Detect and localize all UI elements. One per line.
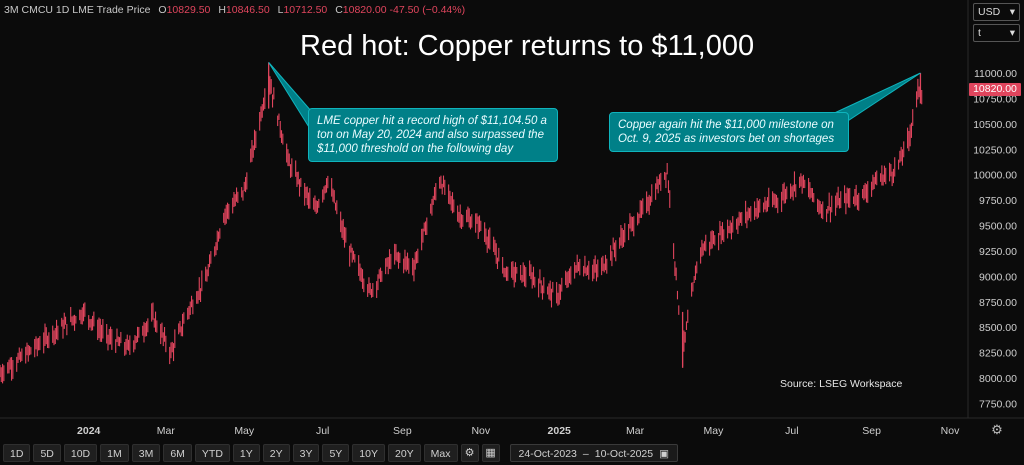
x-tick-label: May	[234, 425, 255, 437]
y-tick-label: 8750.00	[979, 297, 1017, 309]
high-key: H	[218, 4, 226, 16]
settings-icon[interactable]: ⚙	[460, 444, 479, 462]
x-tick-label: Mar	[157, 425, 176, 437]
x-tick-label: May	[704, 425, 725, 437]
chevron-down-icon: ▾	[1009, 6, 1015, 18]
range-start: 24-Oct-2023	[518, 448, 577, 460]
table-icon[interactable]: ▦	[481, 444, 500, 462]
low-key: L	[277, 4, 284, 16]
open-value: 10829.50	[166, 4, 211, 16]
timeframe-10d-button[interactable]: 10D	[63, 444, 98, 462]
gear-icon[interactable]: ⚙	[991, 422, 1003, 437]
callout-pointer	[268, 62, 313, 134]
timeframe-3m-button[interactable]: 3M	[131, 444, 161, 462]
ohlc-legend: 3M CMCU 1D LME Trade Price O10829.50 H10…	[4, 4, 465, 16]
chevron-down-icon: ▾	[1009, 27, 1015, 39]
y-tick-label: 8250.00	[979, 348, 1017, 360]
chart-title: Red hot: Copper returns to $11,000	[300, 30, 755, 62]
y-tick-label: 10500.00	[973, 119, 1017, 131]
y-tick-label: 9250.00	[979, 246, 1017, 258]
open-key: O	[158, 4, 167, 16]
source-note: Source: LSEG Workspace	[780, 378, 903, 390]
unit-label: t	[978, 27, 981, 39]
timeframe-5d-button[interactable]: 5D	[33, 444, 61, 462]
timeframe-1m-button[interactable]: 1M	[100, 444, 129, 462]
x-tick-label: 2025	[548, 425, 572, 437]
calendar-icon: ▣	[659, 448, 670, 460]
currency-label: USD	[978, 6, 1001, 18]
x-tick-label: Nov	[941, 425, 960, 437]
callout-milestone: Copper again hit the $11,000 milestone o…	[609, 112, 849, 152]
y-tick-label: 11000.00	[974, 68, 1017, 80]
timeframe-20y-button[interactable]: 20Y	[387, 444, 421, 462]
x-tick-label: Jul	[316, 425, 329, 437]
exchange-label: LME	[72, 4, 94, 16]
y-tick-label: 8500.00	[979, 322, 1017, 334]
price-type-label: Trade Price	[96, 4, 151, 16]
timeframe-2y-button[interactable]: 2Y	[262, 444, 290, 462]
range-separator: –	[582, 448, 589, 460]
symbol-label: 3M CMCU	[4, 4, 53, 16]
timeframe-1y-button[interactable]: 1Y	[232, 444, 260, 462]
y-tick-label: 10000.00	[973, 170, 1017, 182]
timeframe-ytd-button[interactable]: YTD	[194, 444, 230, 462]
y-tick-label: 8000.00	[979, 373, 1017, 385]
callout-record-high: LME copper hit a record high of $11,104.…	[308, 108, 558, 162]
timeframe-max-button[interactable]: Max	[423, 444, 458, 462]
currency-select[interactable]: USD ▾	[973, 3, 1020, 21]
last-price-tag: 10820.00	[969, 83, 1021, 96]
close-key: C	[335, 4, 343, 16]
x-tick-label: 2024	[77, 425, 101, 437]
high-value: 10846.50	[225, 4, 270, 16]
x-tick-label: Jul	[785, 425, 798, 437]
timeframe-3y-button[interactable]: 3Y	[292, 444, 320, 462]
x-tick-label: Nov	[471, 425, 490, 437]
timeframe-6m-button[interactable]: 6M	[163, 444, 192, 462]
timeframe-toolbar: 1D 5D 10D 1M 3M 6M YTD 1Y 2Y 3Y 5Y 10Y 2…	[0, 441, 1024, 465]
x-tick-label: Sep	[393, 425, 412, 437]
y-tick-label: 9000.00	[979, 271, 1017, 283]
timeframe-10y-button[interactable]: 10Y	[352, 444, 385, 462]
y-tick-label: 9750.00	[979, 195, 1017, 207]
range-end: 10-Oct-2025	[594, 448, 654, 460]
low-value: 10712.50	[283, 4, 328, 16]
y-tick-label: 10750.00	[973, 93, 1017, 105]
date-range-picker[interactable]: 24-Oct-2023 – 10-Oct-2025 ▣	[509, 444, 679, 462]
interval-label: 1D	[55, 4, 70, 16]
unit-select[interactable]: t ▾	[973, 24, 1020, 42]
timeframe-5y-button[interactable]: 5Y	[322, 444, 350, 462]
change-value: -47.50 (−0.44%)	[389, 4, 466, 16]
y-tick-label: 10250.00	[973, 144, 1017, 156]
x-tick-label: Mar	[626, 425, 645, 437]
y-tick-label: 9500.00	[979, 221, 1017, 233]
timeframe-1d-button[interactable]: 1D	[3, 444, 31, 462]
close-value: 10820.00	[342, 4, 387, 16]
y-tick-label: 7750.00	[979, 398, 1017, 410]
x-tick-label: Sep	[862, 425, 881, 437]
